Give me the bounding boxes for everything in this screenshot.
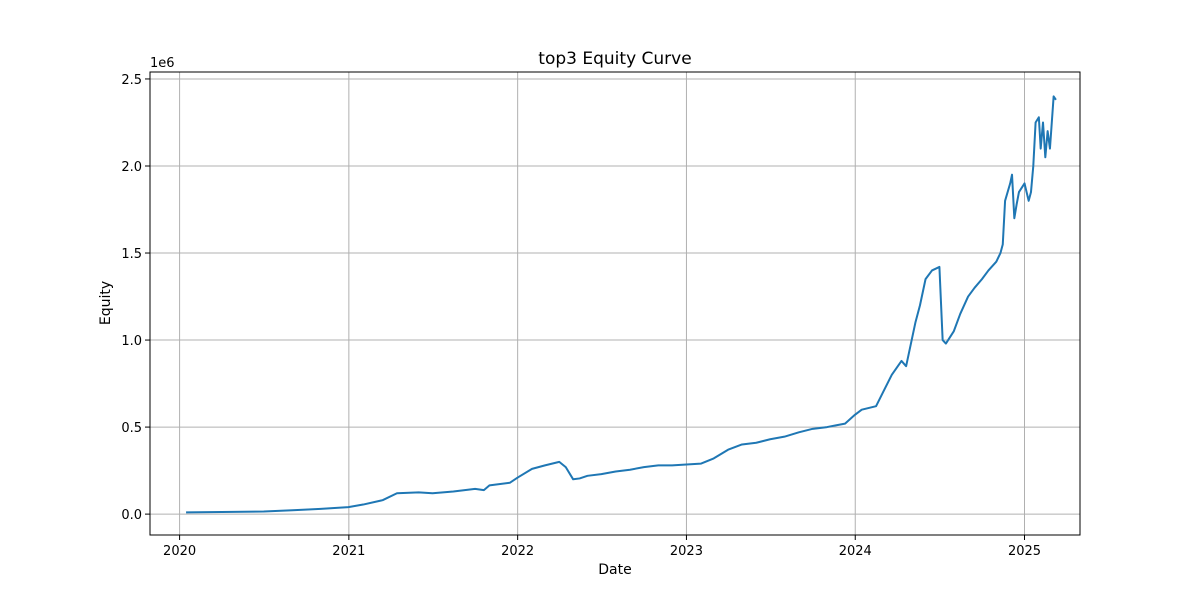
y-tick-label: 1.0 bbox=[121, 334, 142, 349]
x-tick-label: 2020 bbox=[163, 544, 196, 559]
grid-lines bbox=[150, 72, 1080, 535]
x-tick-label: 2023 bbox=[670, 544, 703, 559]
y-axis-label: Equity bbox=[98, 281, 114, 325]
x-tick-label: 2022 bbox=[501, 544, 534, 559]
y-tick-label: 0.0 bbox=[121, 508, 142, 523]
y-tick-label: 2.5 bbox=[121, 73, 142, 88]
equity-line bbox=[186, 95, 1057, 514]
plot-frame bbox=[149, 71, 1081, 536]
x-tick-label: 2025 bbox=[1008, 544, 1041, 559]
x-tick-label: 2021 bbox=[332, 544, 365, 559]
y-axis-offset-label: 1e6 bbox=[150, 56, 175, 71]
x-axis-label: Date bbox=[598, 562, 631, 578]
y-tick-label: 1.5 bbox=[121, 247, 142, 262]
tick-marks bbox=[145, 78, 1026, 540]
x-tick-label: 2024 bbox=[839, 544, 872, 559]
y-tick-label: 0.5 bbox=[121, 421, 142, 436]
y-tick-label: 2.0 bbox=[121, 160, 142, 175]
chart-title: top3 Equity Curve bbox=[538, 49, 691, 69]
